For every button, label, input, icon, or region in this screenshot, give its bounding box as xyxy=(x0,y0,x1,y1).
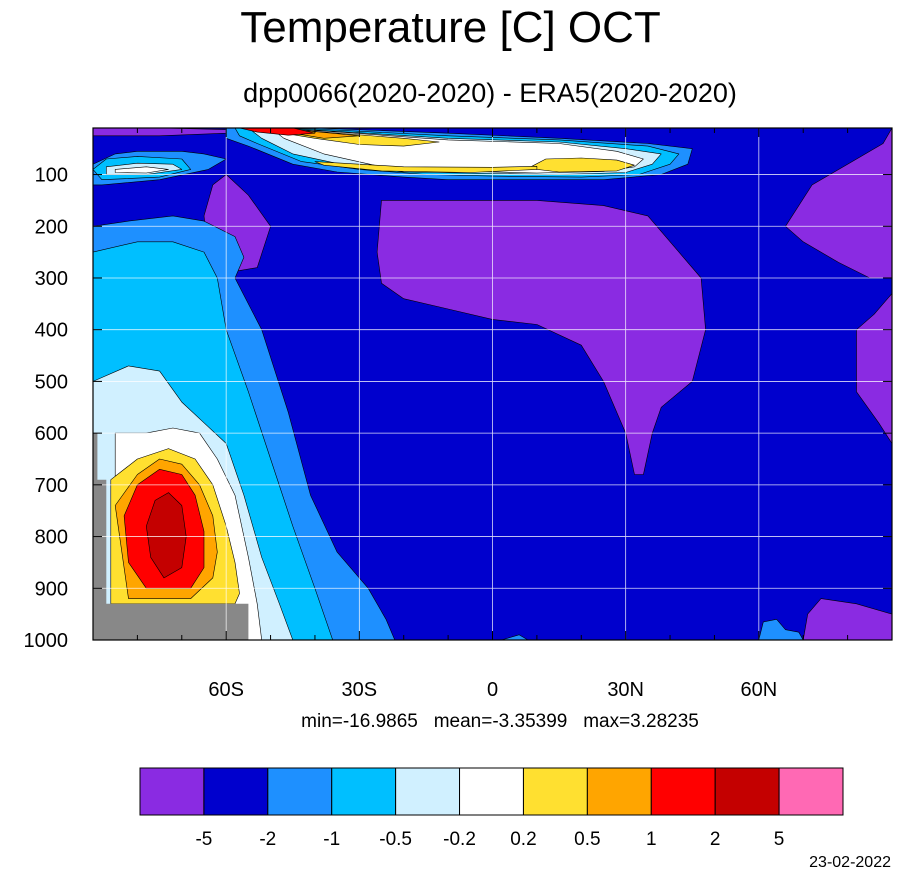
stats-line: min=-16.9865 mean=-3.35399 max=3.28235 xyxy=(0,710,901,734)
colorbar-label: 0.5 xyxy=(574,829,600,850)
colorbar-label: -5 xyxy=(195,829,212,850)
y-tick-label: 500 xyxy=(35,371,68,393)
x-tick-label: 30S xyxy=(342,679,378,700)
colorbar-label: 2 xyxy=(710,829,721,850)
colorbar-swatch xyxy=(522,767,588,816)
x-tick-label: 30N xyxy=(607,679,644,700)
colorbar-swatch xyxy=(778,767,844,816)
max-stat: max=3.28235 xyxy=(583,711,699,732)
contour-region-18 xyxy=(114,166,169,174)
x-tick-label: 0 xyxy=(487,679,498,700)
colorbar-label: -0.5 xyxy=(379,829,412,850)
colorbar: -5 -2 -1 -0.5 -0.2 0.2 0.5 1 2 5 xyxy=(139,767,844,850)
min-stat: min=-16.9865 xyxy=(301,711,418,732)
colorbar-label: -1 xyxy=(323,829,340,850)
colorbar-swatch xyxy=(459,767,524,816)
y-tick-label: 100 xyxy=(35,165,68,187)
contour-region-4 xyxy=(856,293,892,444)
colorbar-swatch xyxy=(395,767,461,816)
colorbar-label: -2 xyxy=(259,829,276,850)
colorbar-label: 0.2 xyxy=(510,829,536,850)
y-tick-label: 700 xyxy=(35,475,68,497)
missing-region-0 xyxy=(93,433,249,640)
y-tick-label: 600 xyxy=(35,423,68,445)
colorbar-swatch xyxy=(331,767,397,816)
tick-marks xyxy=(93,128,892,641)
contour-region-2 xyxy=(376,200,706,475)
y-tick-label: 900 xyxy=(35,578,68,600)
chart-subtitle: dpp0066(2020-2020) - ERA5(2020-2020) xyxy=(243,78,737,108)
contour-region-5 xyxy=(802,598,892,640)
colorbar-swatch xyxy=(267,767,333,816)
grid-lines xyxy=(93,128,892,640)
contour-region-23 xyxy=(314,161,538,173)
colorbar-label: 1 xyxy=(646,829,657,850)
y-tick-label: 800 xyxy=(35,527,68,549)
y-tick-label: 300 xyxy=(35,268,68,290)
colorbar-label: -0.2 xyxy=(443,829,476,850)
y-tick-label: 400 xyxy=(35,320,68,342)
x-tick-label: 60S xyxy=(208,679,244,700)
colorbar-swatch xyxy=(714,767,780,816)
mean-stat: mean=-3.35399 xyxy=(433,711,568,732)
colorbar-swatch xyxy=(203,767,269,816)
x-tick-label: 60N xyxy=(740,679,777,700)
colorbar-label: 5 xyxy=(774,829,785,850)
chart-title: Temperature [C] OCT xyxy=(240,3,661,52)
contour-region-9 xyxy=(501,634,529,640)
contour-plot: 60S 30S 0 30N 60N 100 200 300 400 500 600 700 800 900… xyxy=(24,127,893,700)
colorbar-swatch xyxy=(650,767,716,816)
y-tick-label: 200 xyxy=(35,216,68,238)
contour-region-10 xyxy=(758,618,804,640)
colorbar-swatch xyxy=(586,767,652,816)
date-stamp: 23-02-2022 xyxy=(809,854,891,871)
y-tick-label: 1000 xyxy=(24,630,69,652)
colorbar-swatch xyxy=(139,767,205,816)
contour-region-27 xyxy=(239,128,316,136)
